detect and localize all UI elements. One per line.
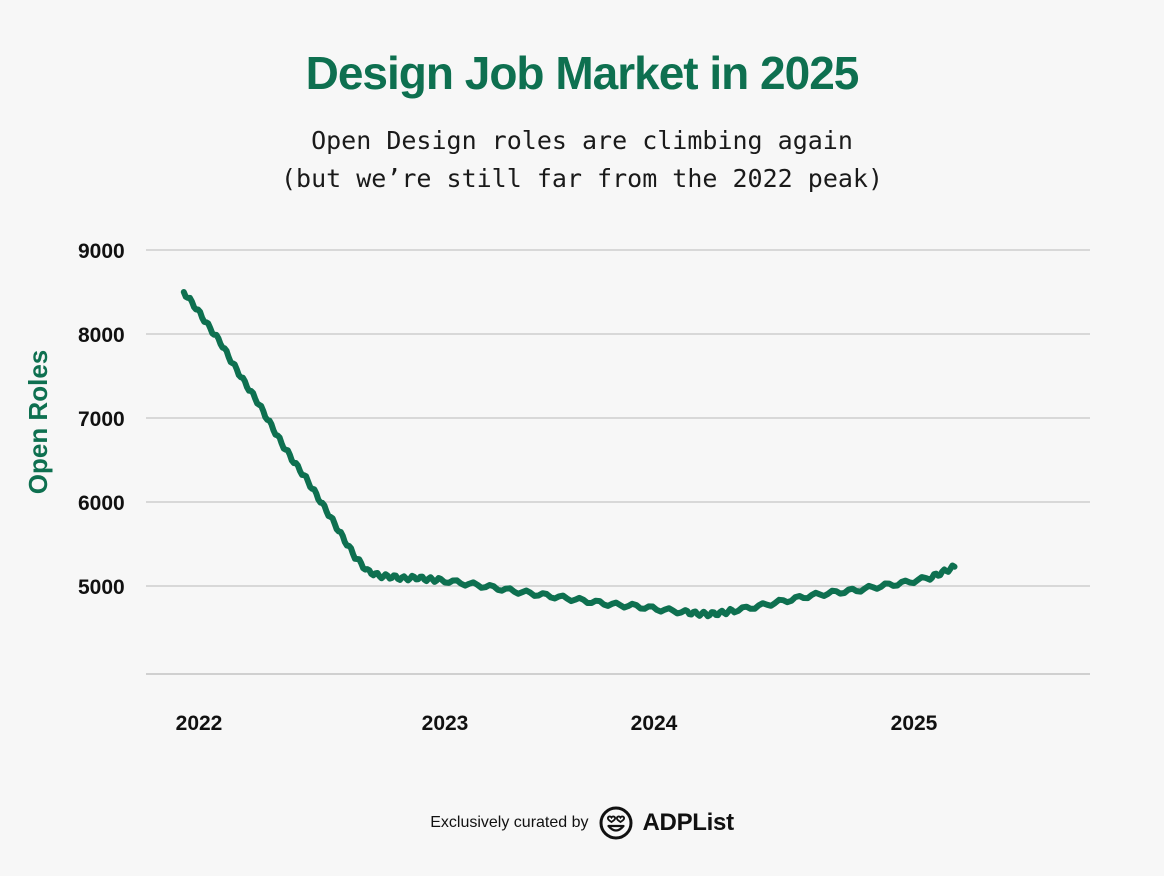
data-point [879,584,883,588]
y-tick-label-7000: 7000 [78,408,125,431]
data-point [732,608,736,612]
x-tick-label-2022: 2022 [176,712,223,735]
data-point [267,420,271,424]
data-point [316,496,320,500]
y-tick-label-8000: 8000 [78,324,125,347]
chart-title: Design Job Market in 2025 [305,47,860,99]
data-point [683,610,687,614]
data-point [243,381,247,385]
data-point [806,594,810,598]
chart-subtitle-line-2: (but we’re still far from the 2022 peak) [280,164,884,193]
footer: Exclusively curated by ADPList [0,806,1164,840]
x-tick-label-2025: 2025 [891,712,938,735]
x-tick-label-2024: 2024 [631,712,678,735]
data-point [488,585,492,589]
series-line-open-roles [180,289,958,620]
data-point [781,599,785,603]
chart-subtitle-line-1: Open Design roles are climbing again [311,126,853,155]
data-point [928,576,932,580]
y-tick-label-5000: 5000 [78,576,125,599]
data-point [292,460,296,464]
x-tick-label-2023: 2023 [422,712,469,735]
curated-by-text: Exclusively curated by [430,814,589,831]
data-point [231,361,235,365]
data-point [218,340,222,344]
data-point [194,306,198,310]
data-point [512,589,516,593]
data-point [426,577,430,581]
data-point [830,591,834,595]
data-point [537,592,541,596]
data-point [304,476,308,480]
data-point [329,515,333,519]
brand-name: ADPList [642,809,735,836]
line-chart: 9000 8000 7000 6000 5000 2022 2023 2024 2025 Open… [23,240,1090,735]
data-point [365,569,369,573]
data-point [855,588,859,592]
data-point [585,599,589,603]
data-point [182,290,186,294]
data-point [708,612,712,616]
data-point [757,604,761,608]
data-point [659,608,663,612]
data-point [341,535,345,539]
data-point [952,565,956,569]
smiley-heart-eyes-icon [599,806,633,840]
data-point [280,441,284,445]
data-point [634,604,638,608]
data-point [561,596,565,600]
data-point [402,576,406,580]
data-point [206,324,210,328]
y-tick-label-9000: 9000 [78,240,125,263]
data-point [255,399,259,403]
data-point [720,611,724,615]
y-tick-label-6000: 6000 [78,492,125,515]
data-point [414,576,418,580]
data-point [439,578,443,582]
data-point [353,555,357,559]
data-point [390,575,394,579]
data-point [610,602,614,606]
data-point [463,581,467,585]
data-point [696,612,700,616]
data-point [904,581,908,585]
data-point [378,574,382,578]
data-point [940,571,944,575]
y-axis-label: Open Roles [23,350,53,494]
